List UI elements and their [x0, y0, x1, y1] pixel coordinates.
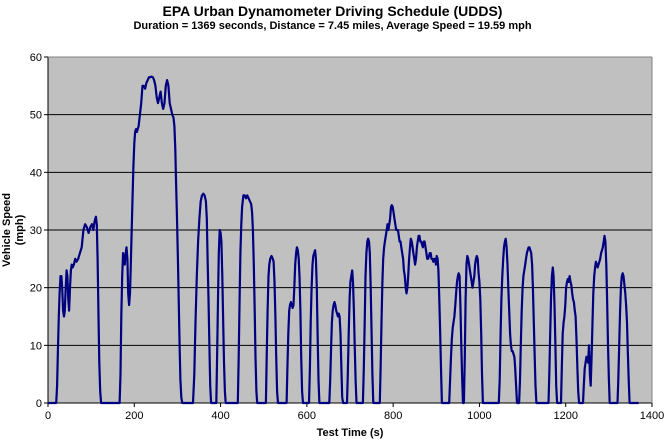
x-tick-label: 200: [125, 410, 143, 422]
y-tick-label: 40: [30, 167, 42, 179]
speed-series-line: [48, 75, 639, 405]
x-tick-label: 1200: [553, 410, 577, 422]
y-tick-label: 20: [30, 283, 42, 295]
y-tick-label: 50: [30, 110, 42, 122]
x-tick-label: 1000: [467, 410, 491, 422]
chart-subtitle: Duration = 1369 seconds, Distance = 7.45…: [133, 20, 532, 32]
y-tick-label: 30: [30, 225, 42, 237]
y-tick-label: 10: [30, 340, 42, 352]
y-axis-label-line: (mph): [14, 214, 26, 245]
y-axis-label: Vehicle Speed (mph): [1, 193, 26, 267]
x-tick-labels: 0 200 400 600 800 1000 1200 1400: [45, 403, 664, 422]
axes: [47, 56, 653, 404]
y-tick-label: 60: [30, 52, 42, 64]
y-axis-label-line: Vehicle Speed: [1, 193, 13, 267]
x-axis-label: Test Time (s): [317, 427, 384, 439]
x-tick-label: 800: [384, 410, 402, 422]
y-tick-label: 0: [36, 398, 42, 410]
chart-title: EPA Urban Dynamometer Driving Schedule (…: [162, 3, 503, 19]
y-tick-labels: 0 10 20 30 40 50 60: [30, 52, 42, 410]
x-tick-label: 1400: [640, 410, 664, 422]
x-tick-label: 400: [211, 410, 229, 422]
x-tick-label: 0: [45, 410, 51, 422]
x-tick-label: 600: [298, 410, 316, 422]
